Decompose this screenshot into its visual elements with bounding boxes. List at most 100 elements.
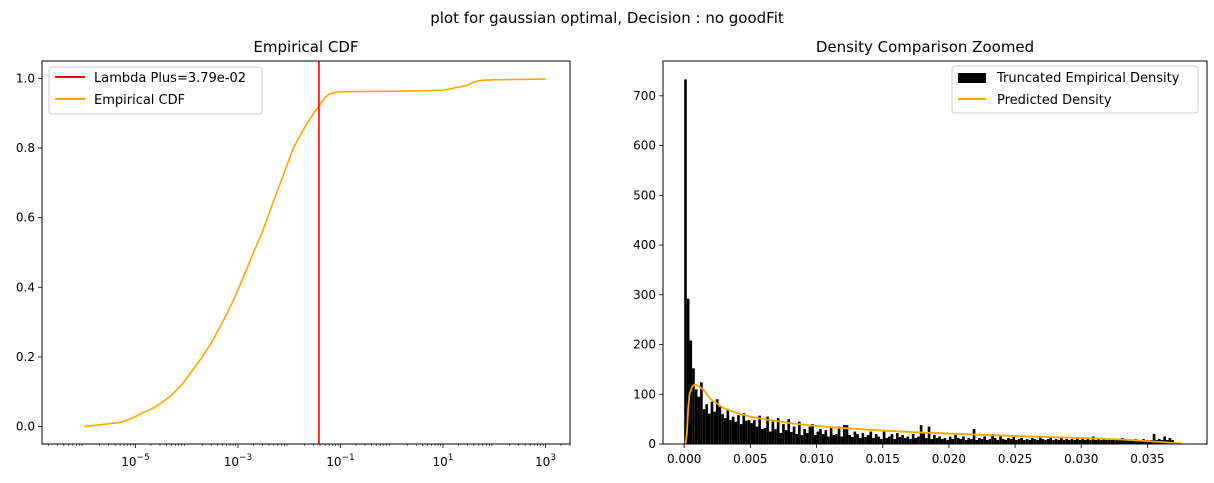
density-bar [983, 436, 986, 444]
density-bar [985, 440, 989, 444]
cdf-legend-box [48, 66, 263, 115]
density-bar [787, 419, 791, 444]
density-bar [869, 431, 873, 444]
density-bar [906, 436, 910, 444]
density-bar [1115, 439, 1119, 444]
density-bar [874, 434, 878, 444]
density-bar [832, 435, 836, 444]
density-bar [914, 438, 918, 444]
density-bar [784, 430, 788, 444]
density-bar [800, 435, 804, 444]
density-bar [700, 382, 703, 444]
density-bar [1012, 436, 1016, 444]
density-bar [1099, 440, 1103, 444]
density-bar [739, 424, 743, 444]
density-bar [935, 438, 939, 444]
density-bar [766, 416, 769, 444]
density-bar [1105, 440, 1108, 444]
density-y-tick-label: 500 [633, 188, 656, 202]
density-bar [715, 399, 719, 444]
density-bar [843, 425, 846, 444]
density-bar [792, 426, 796, 444]
density-bar [1113, 440, 1116, 444]
density-bar [795, 434, 799, 444]
density-bar [821, 434, 825, 444]
density-bar [909, 439, 912, 444]
density-bar [975, 440, 979, 444]
density-bar [996, 440, 1000, 444]
density-bar [1060, 438, 1063, 444]
density-bar [774, 429, 777, 444]
density-bar [829, 428, 833, 444]
density-bar [978, 438, 981, 444]
density-bar [1136, 440, 1140, 444]
density-bar [853, 431, 857, 444]
density-bar [1009, 439, 1013, 444]
density-bar [1044, 440, 1047, 444]
density-bar [1065, 439, 1069, 444]
cdf-x-tick-label-base: 10 [121, 455, 136, 469]
density-bar [895, 433, 899, 444]
cdf-x-tick-label-exponent: −1 [342, 453, 355, 463]
density-x-tick-label: 0.035 [1130, 452, 1164, 466]
density-bar [808, 426, 812, 444]
cdf-x-tick-label: 10−1 [326, 453, 355, 469]
density-bar [1094, 440, 1098, 444]
density-bar [1083, 440, 1087, 444]
density-bar [880, 439, 883, 444]
cdf-x-tick-label-base: 10 [535, 455, 550, 469]
density-bar [1023, 440, 1026, 444]
cdf-x-tick-label-exponent: −3 [239, 453, 252, 463]
density-bar [721, 414, 724, 444]
density-y-tick-label: 700 [633, 89, 656, 103]
density-legend-box [951, 65, 1199, 114]
density-bar [779, 433, 783, 444]
density-legend-label-predicted: Predicted Density [997, 93, 1112, 108]
density-bar [747, 420, 751, 444]
cdf-x-tick-label-base: 10 [224, 455, 239, 469]
density-bar [911, 434, 915, 444]
density-bar [856, 434, 859, 444]
density-bar [938, 436, 941, 444]
density-bar [1030, 438, 1034, 444]
density-bar [845, 425, 849, 444]
density-bar [816, 431, 820, 444]
density-bar [1131, 440, 1135, 444]
density-bar [737, 415, 740, 444]
density-bar [782, 424, 785, 444]
density-bar [925, 438, 928, 444]
density-bar [763, 428, 767, 444]
cdf-y-tick-label: 0.2 [16, 350, 35, 364]
cdf-x-tick-label: 10−3 [224, 453, 253, 469]
cdf-y-tick-label: 0.8 [16, 141, 35, 155]
density-x-tick-label: 0.010 [799, 452, 833, 466]
density-x-tick-label: 0.000 [667, 452, 701, 466]
cdf-axes-frame [41, 60, 571, 445]
density-bar [1102, 438, 1106, 444]
density-panel: Density Comparison Zoomed 0.000 0.005 0.01… [633, 38, 1208, 466]
density-bar [901, 435, 904, 444]
density-bar [760, 429, 764, 444]
density-bar [790, 432, 793, 444]
cdf-title: Empirical CDF [253, 38, 358, 56]
density-bar [729, 420, 732, 444]
density-bar [890, 434, 894, 444]
density-bar [1152, 434, 1156, 444]
density-bar [1078, 440, 1082, 444]
cdf-y-tick-label: 1.0 [16, 71, 35, 85]
density-bar [956, 438, 960, 444]
density-bar [1025, 439, 1029, 444]
density-bar [1004, 440, 1008, 444]
density-bar [864, 437, 867, 444]
figure-title: plot for gaussian optimal, Decision : no… [430, 9, 784, 27]
density-bar [943, 438, 947, 444]
cdf-x-tick-label-exponent: 1 [448, 453, 454, 463]
density-bar [850, 437, 854, 444]
density-bar [962, 436, 965, 444]
density-bar [972, 429, 976, 444]
cdf-x-tick-label-exponent: 3 [550, 453, 556, 463]
density-bar [861, 433, 865, 444]
density-bar [1017, 439, 1021, 444]
density-bar [776, 418, 780, 444]
